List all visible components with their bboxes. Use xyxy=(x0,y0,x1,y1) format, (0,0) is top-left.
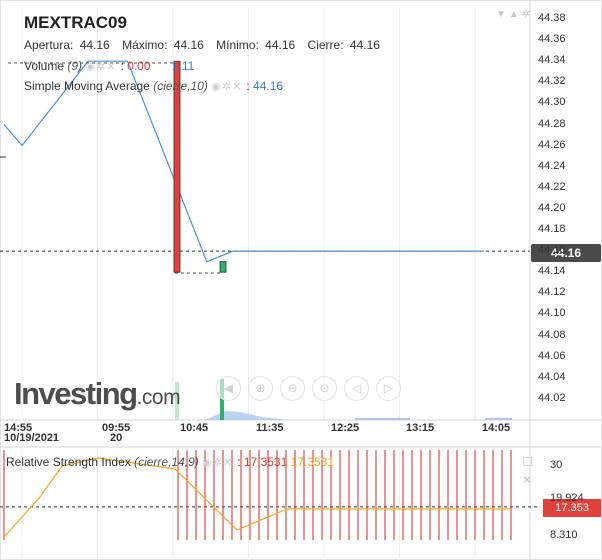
y-tick-label: 44.04 xyxy=(538,370,566,383)
eye-icon[interactable]: ◉ xyxy=(202,457,213,469)
candle xyxy=(219,261,227,273)
close-icon[interactable]: ✕ xyxy=(106,61,117,73)
y-tick-label: 44.22 xyxy=(538,180,566,193)
rsi-maximize-icon[interactable]: ☐ xyxy=(522,455,533,469)
eye-icon[interactable]: ◉ xyxy=(211,81,222,93)
y-tick-label: 44.36 xyxy=(538,33,566,46)
x-tick-sublabel: 10/19/2021 xyxy=(4,432,60,444)
volume-value-blue: 1.11 xyxy=(171,59,195,73)
volume-area xyxy=(205,411,290,420)
close-value: 44.16 xyxy=(349,38,380,52)
volume-bar xyxy=(175,382,179,420)
y-tick-label: 44.26 xyxy=(538,138,566,151)
eye-icon[interactable]: ◉ xyxy=(85,61,96,73)
rsi-line-series xyxy=(3,457,510,538)
investing-logo: Investing.com xyxy=(14,376,181,412)
volume-controls[interactable]: ◉✲✕ xyxy=(85,61,120,73)
rsi-controls[interactable]: ◉✲✕ xyxy=(202,457,237,469)
high-value: 44.16 xyxy=(173,38,204,52)
zoom-fit-icon[interactable]: ⊙ xyxy=(312,376,337,401)
y-tick-label: 44.24 xyxy=(538,159,566,172)
rsi-label: Relative Strength Index xyxy=(6,455,131,469)
open-label: Apertura: xyxy=(24,38,74,52)
chevron-down-icon[interactable]: ▼ xyxy=(496,9,509,20)
back-icon[interactable]: ◁ xyxy=(344,376,369,401)
gear-icon[interactable]: ✲ xyxy=(212,457,223,469)
volume-value-red: 0.00 xyxy=(127,59,151,73)
y-tick-label: 44.08 xyxy=(538,328,566,341)
rsi-close-icon[interactable]: ✕ xyxy=(522,473,533,487)
corner-controls[interactable]: ▼▲✲ xyxy=(496,9,533,20)
zoom-in-icon[interactable]: ⊕ xyxy=(248,376,273,401)
current-price-tag: 44.16 xyxy=(531,244,601,262)
zoom-out-icon[interactable]: ⊖ xyxy=(280,376,305,401)
rsi-current-tag: 17.353 xyxy=(543,499,601,517)
sma-value: 44.16 xyxy=(253,79,284,93)
sma-label: Simple Moving Average xyxy=(24,79,150,93)
y-tick-label: 44.20 xyxy=(538,201,566,214)
sma-param: (cierre,10) xyxy=(153,79,208,93)
x-tick-label: 09:55 xyxy=(102,422,131,434)
y-tick-label: 44.10 xyxy=(538,307,566,320)
sma-indicator-legend: Simple Moving Average (cierre,10) ◉✲✕ : … xyxy=(24,79,284,93)
rsi-tick-label: 30 xyxy=(550,459,563,471)
candle xyxy=(173,60,181,273)
y-tick-label: 44.34 xyxy=(538,54,566,67)
volume-param: (9) xyxy=(67,59,83,73)
rsi-tick-label: 8.310 xyxy=(550,529,578,541)
rsi-tick-label: 19.924 xyxy=(550,491,584,504)
x-tick-label: 11:35 xyxy=(256,422,284,434)
rsi-param: (cierre,14,9) xyxy=(134,455,199,469)
logo-suffix: .com xyxy=(136,386,181,409)
x-tick-label: 14:05 xyxy=(482,422,511,434)
gear-icon[interactable]: ✲ xyxy=(96,61,107,73)
speaker-icon[interactable]: ◀ xyxy=(216,376,241,401)
y-tick-label: 44.28 xyxy=(538,117,566,130)
bell-icon[interactable]: ▲ xyxy=(508,9,522,20)
rsi-value-orange: 17.3531 xyxy=(290,455,335,469)
x-tick-sublabel: 20 xyxy=(110,432,123,444)
y-tick-label: 44.02 xyxy=(538,391,566,404)
logo-main: Investing xyxy=(14,376,138,411)
rsi-indicator-legend: Relative Strength Index (cierre,14,9) ◉✲… xyxy=(6,455,335,469)
rsi-value-red: 17.3531 xyxy=(243,455,288,469)
forward-icon[interactable]: ▷ xyxy=(376,376,401,401)
ohlc-readout: Apertura: 44.16 Máximo: 44.16 Mínimo: 44… xyxy=(24,38,383,52)
y-tick-label: 44.38 xyxy=(538,12,566,24)
close-label: Cierre: xyxy=(307,38,344,52)
low-label: Mínimo: xyxy=(216,38,259,52)
y-tick-label: 44.18 xyxy=(538,223,566,235)
close-icon[interactable]: ✕ xyxy=(232,81,243,93)
sma-controls[interactable]: ◉✲✕ xyxy=(211,81,246,93)
chart-title: MEXTRAC09 xyxy=(24,13,127,32)
gear-icon[interactable]: ✲ xyxy=(221,81,233,93)
y-tick-label: 44.32 xyxy=(538,75,566,88)
y-tick-label: 44.16 xyxy=(538,244,566,257)
low-value: 44.16 xyxy=(265,38,296,52)
x-tick-label: 12:25 xyxy=(331,422,360,434)
y-tick-label: 44.12 xyxy=(538,286,566,299)
y-tick-label: 44.06 xyxy=(538,349,566,362)
x-tick-label: 13:15 xyxy=(406,422,435,434)
close-icon[interactable]: ✕ xyxy=(222,457,234,469)
high-label: Máximo: xyxy=(122,38,168,52)
volume-label: Volume xyxy=(24,59,65,73)
gear-icon[interactable]: ✲ xyxy=(521,9,534,20)
price-line-series xyxy=(3,60,484,263)
x-tick-label: 10:45 xyxy=(180,422,209,434)
y-tick-label: 44.14 xyxy=(538,265,566,278)
open-value: 44.16 xyxy=(79,38,110,52)
y-tick-label: 44.30 xyxy=(538,96,566,109)
volume-indicator-legend: Volume (9) ◉✲✕ : 0.00 1.11 xyxy=(24,59,195,73)
x-tick-label: 14:55 xyxy=(4,422,33,434)
